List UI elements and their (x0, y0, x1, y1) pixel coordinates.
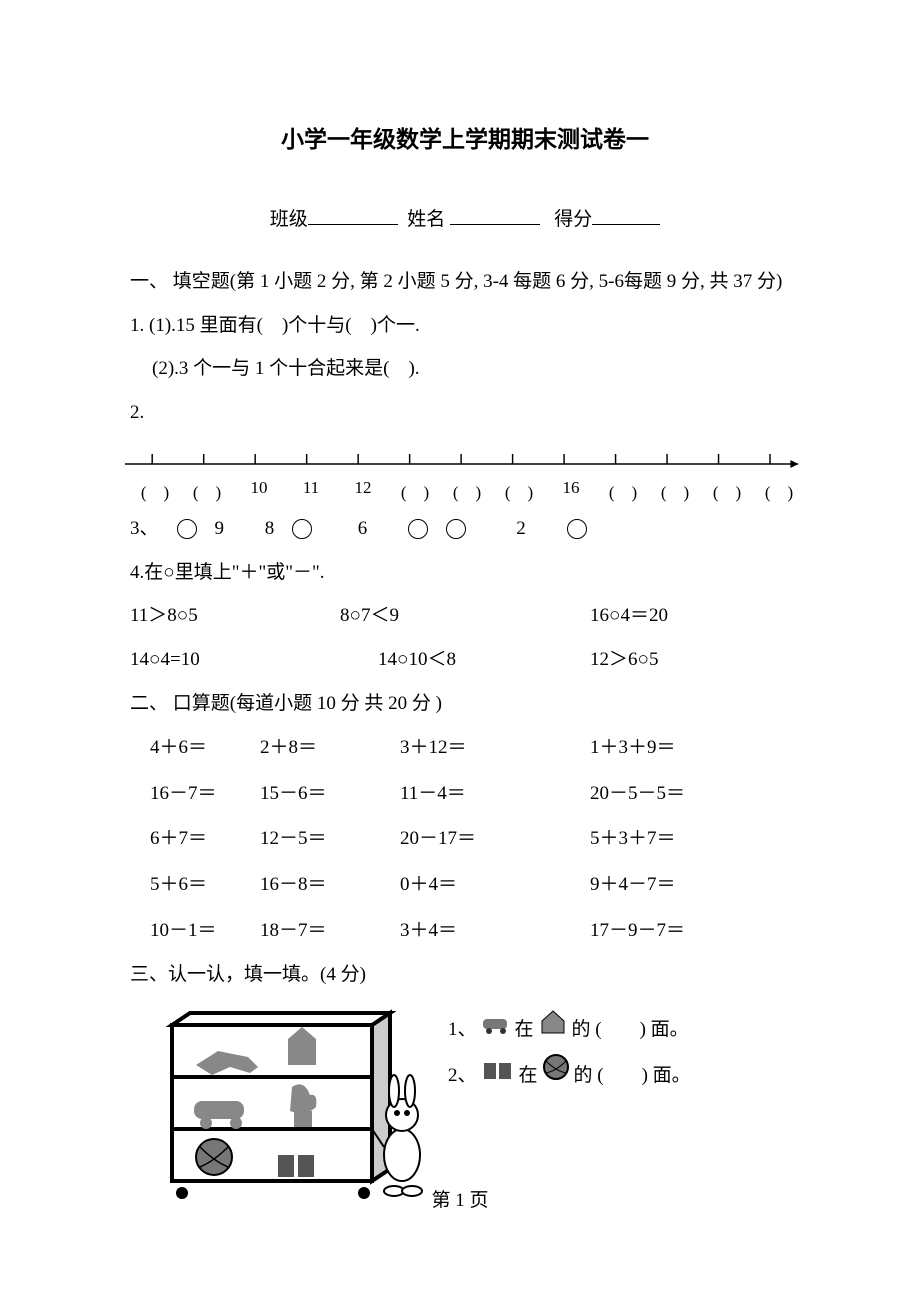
s3-q1-mid: 在 (515, 1007, 534, 1053)
calc-cell: 20－17＝ (400, 816, 590, 862)
nl-lbl-10: ( ) (649, 478, 701, 503)
q1-1: 1. (1).15 里面有( )个十与( )个一. (130, 304, 800, 348)
calc-cell: 20－5－5＝ (590, 771, 800, 817)
calc-cell: 5＋3＋7＝ (590, 816, 800, 862)
q4-row-2: 14○4=10 14○10＜8 12＞6○5 (130, 638, 800, 682)
basketball-icon (542, 1053, 570, 1099)
q4-2c: 12＞6○5 (590, 638, 800, 682)
nl-lbl-0: ( ) (129, 478, 181, 503)
nl-lbl-2: 10 (233, 478, 285, 503)
q2-label: 2. (130, 391, 800, 435)
name-label: 姓名 (407, 209, 445, 230)
calc-cell: 4＋6＝ (130, 725, 260, 771)
circle-icon (177, 519, 197, 539)
class-label: 班级 (270, 209, 308, 230)
section-2-heading: 二、 口算题(每道小题 10 分 共 20 分 ) (130, 682, 800, 726)
calc-row: 4＋6＝2＋8＝3＋12＝1＋3＋9＝ (130, 725, 800, 771)
section-1-heading: 一、 填空题(第 1 小题 2 分, 第 2 小题 5 分, 3-4 每题 6 … (130, 260, 800, 304)
blocks-icon (481, 1053, 515, 1099)
calc-cell: 3＋12＝ (400, 725, 590, 771)
calc-cell: 1＋3＋9＝ (590, 725, 800, 771)
shelf-illustration (150, 1007, 430, 1207)
calc-cell: 16－7＝ (130, 771, 260, 817)
s3-q2: 2、 在 的 ( ) 面。 (448, 1053, 800, 1099)
nl-lbl-4: 12 (337, 478, 389, 503)
s3-q2-mid: 在 (519, 1053, 538, 1099)
q4-2a: 14○4=10 (130, 638, 340, 682)
circle-icon (446, 519, 466, 539)
q4-1b: 8○7＜9 (340, 594, 590, 638)
circle-icon (408, 519, 428, 539)
q3-s2: 8 (265, 507, 275, 551)
calc-row: 6＋7＝12－5＝20－17＝5＋3＋7＝ (130, 816, 800, 862)
circle-icon (567, 519, 587, 539)
calc-cell: 9＋4－7＝ (590, 862, 800, 908)
q4-title: 4.在○里填上"＋"或"－". (130, 551, 800, 595)
q4-2b: 14○10＜8 (340, 638, 590, 682)
s3-q2-num: 2、 (448, 1053, 477, 1099)
calc-cell: 10－1＝ (130, 908, 260, 954)
nl-lbl-3: 11 (285, 478, 337, 503)
q3-s4: 2 (516, 507, 526, 551)
student-info-line: 班级 姓名 得分 (130, 202, 800, 238)
nl-lbl-12: ( ) (753, 478, 805, 503)
calc-cell: 11－4＝ (400, 771, 590, 817)
calc-cell: 3＋4＝ (400, 908, 590, 954)
number-line: ( ) ( ) 10 11 12 ( ) ( ) ( ) 16 ( ) ( ) … (125, 443, 805, 493)
calc-cell: 16－8＝ (260, 862, 400, 908)
nl-lbl-5: ( ) (389, 478, 441, 503)
nl-lbl-9: ( ) (597, 478, 649, 503)
car-icon (481, 1007, 511, 1053)
q3-prefix: 3、 (130, 507, 159, 551)
calc-cell: 5＋6＝ (130, 862, 260, 908)
section-3-heading: 三、认一认，填一填。(4 分) (130, 953, 800, 997)
s3-q1-num: 1、 (448, 1007, 477, 1053)
nl-lbl-6: ( ) (441, 478, 493, 503)
calc-row: 10－1＝18－7＝3＋4＝17－9－7＝ (130, 908, 800, 954)
calc-cell: 15－6＝ (260, 771, 400, 817)
number-line-labels: ( ) ( ) 10 11 12 ( ) ( ) ( ) 16 ( ) ( ) … (125, 478, 805, 503)
page-title: 小学一年级数学上学期期末测试卷一 (130, 120, 800, 154)
score-label: 得分 (554, 209, 592, 230)
nl-lbl-1: ( ) (181, 478, 233, 503)
nl-lbl-11: ( ) (701, 478, 753, 503)
calc-cell: 6＋7＝ (130, 816, 260, 862)
s3-q1-tail: 的 ( ) 面。 (572, 1007, 689, 1053)
calc-row: 16－7＝15－6＝11－4＝20－5－5＝ (130, 771, 800, 817)
calc-cell: 18－7＝ (260, 908, 400, 954)
q3-s3: 6 (358, 507, 368, 551)
s3-q2-tail: 的 ( ) 面。 (574, 1053, 691, 1099)
q3-s1: 9 (215, 507, 225, 551)
calc-cell: 17－9－7＝ (590, 908, 800, 954)
q4-row-1: 11＞8○5 8○7＜9 16○4＝20 (130, 594, 800, 638)
circle-icon (292, 519, 312, 539)
q4-1a: 11＞8○5 (130, 594, 340, 638)
calc-cell: 12－5＝ (260, 816, 400, 862)
q3-row: 3、 9 8 6 2 (130, 507, 800, 551)
nl-lbl-8: 16 (545, 478, 597, 503)
house-icon (538, 1007, 568, 1053)
calc-row: 5＋6＝16－8＝0＋4＝9＋4－7＝ (130, 862, 800, 908)
calc-cell: 2＋8＝ (260, 725, 400, 771)
page-number: 第 1 页 (431, 1185, 488, 1212)
q4-1c: 16○4＝20 (590, 594, 800, 638)
score-blank[interactable] (592, 206, 660, 225)
name-blank[interactable] (450, 206, 540, 225)
nl-lbl-7: ( ) (493, 478, 545, 503)
class-blank[interactable] (308, 206, 398, 225)
s3-q1: 1、 在 的 ( ) 面。 (448, 1007, 800, 1053)
q1-2: (2).3 个一与 1 个十合起来是( ). (130, 347, 800, 391)
calc-cell: 0＋4＝ (400, 862, 590, 908)
